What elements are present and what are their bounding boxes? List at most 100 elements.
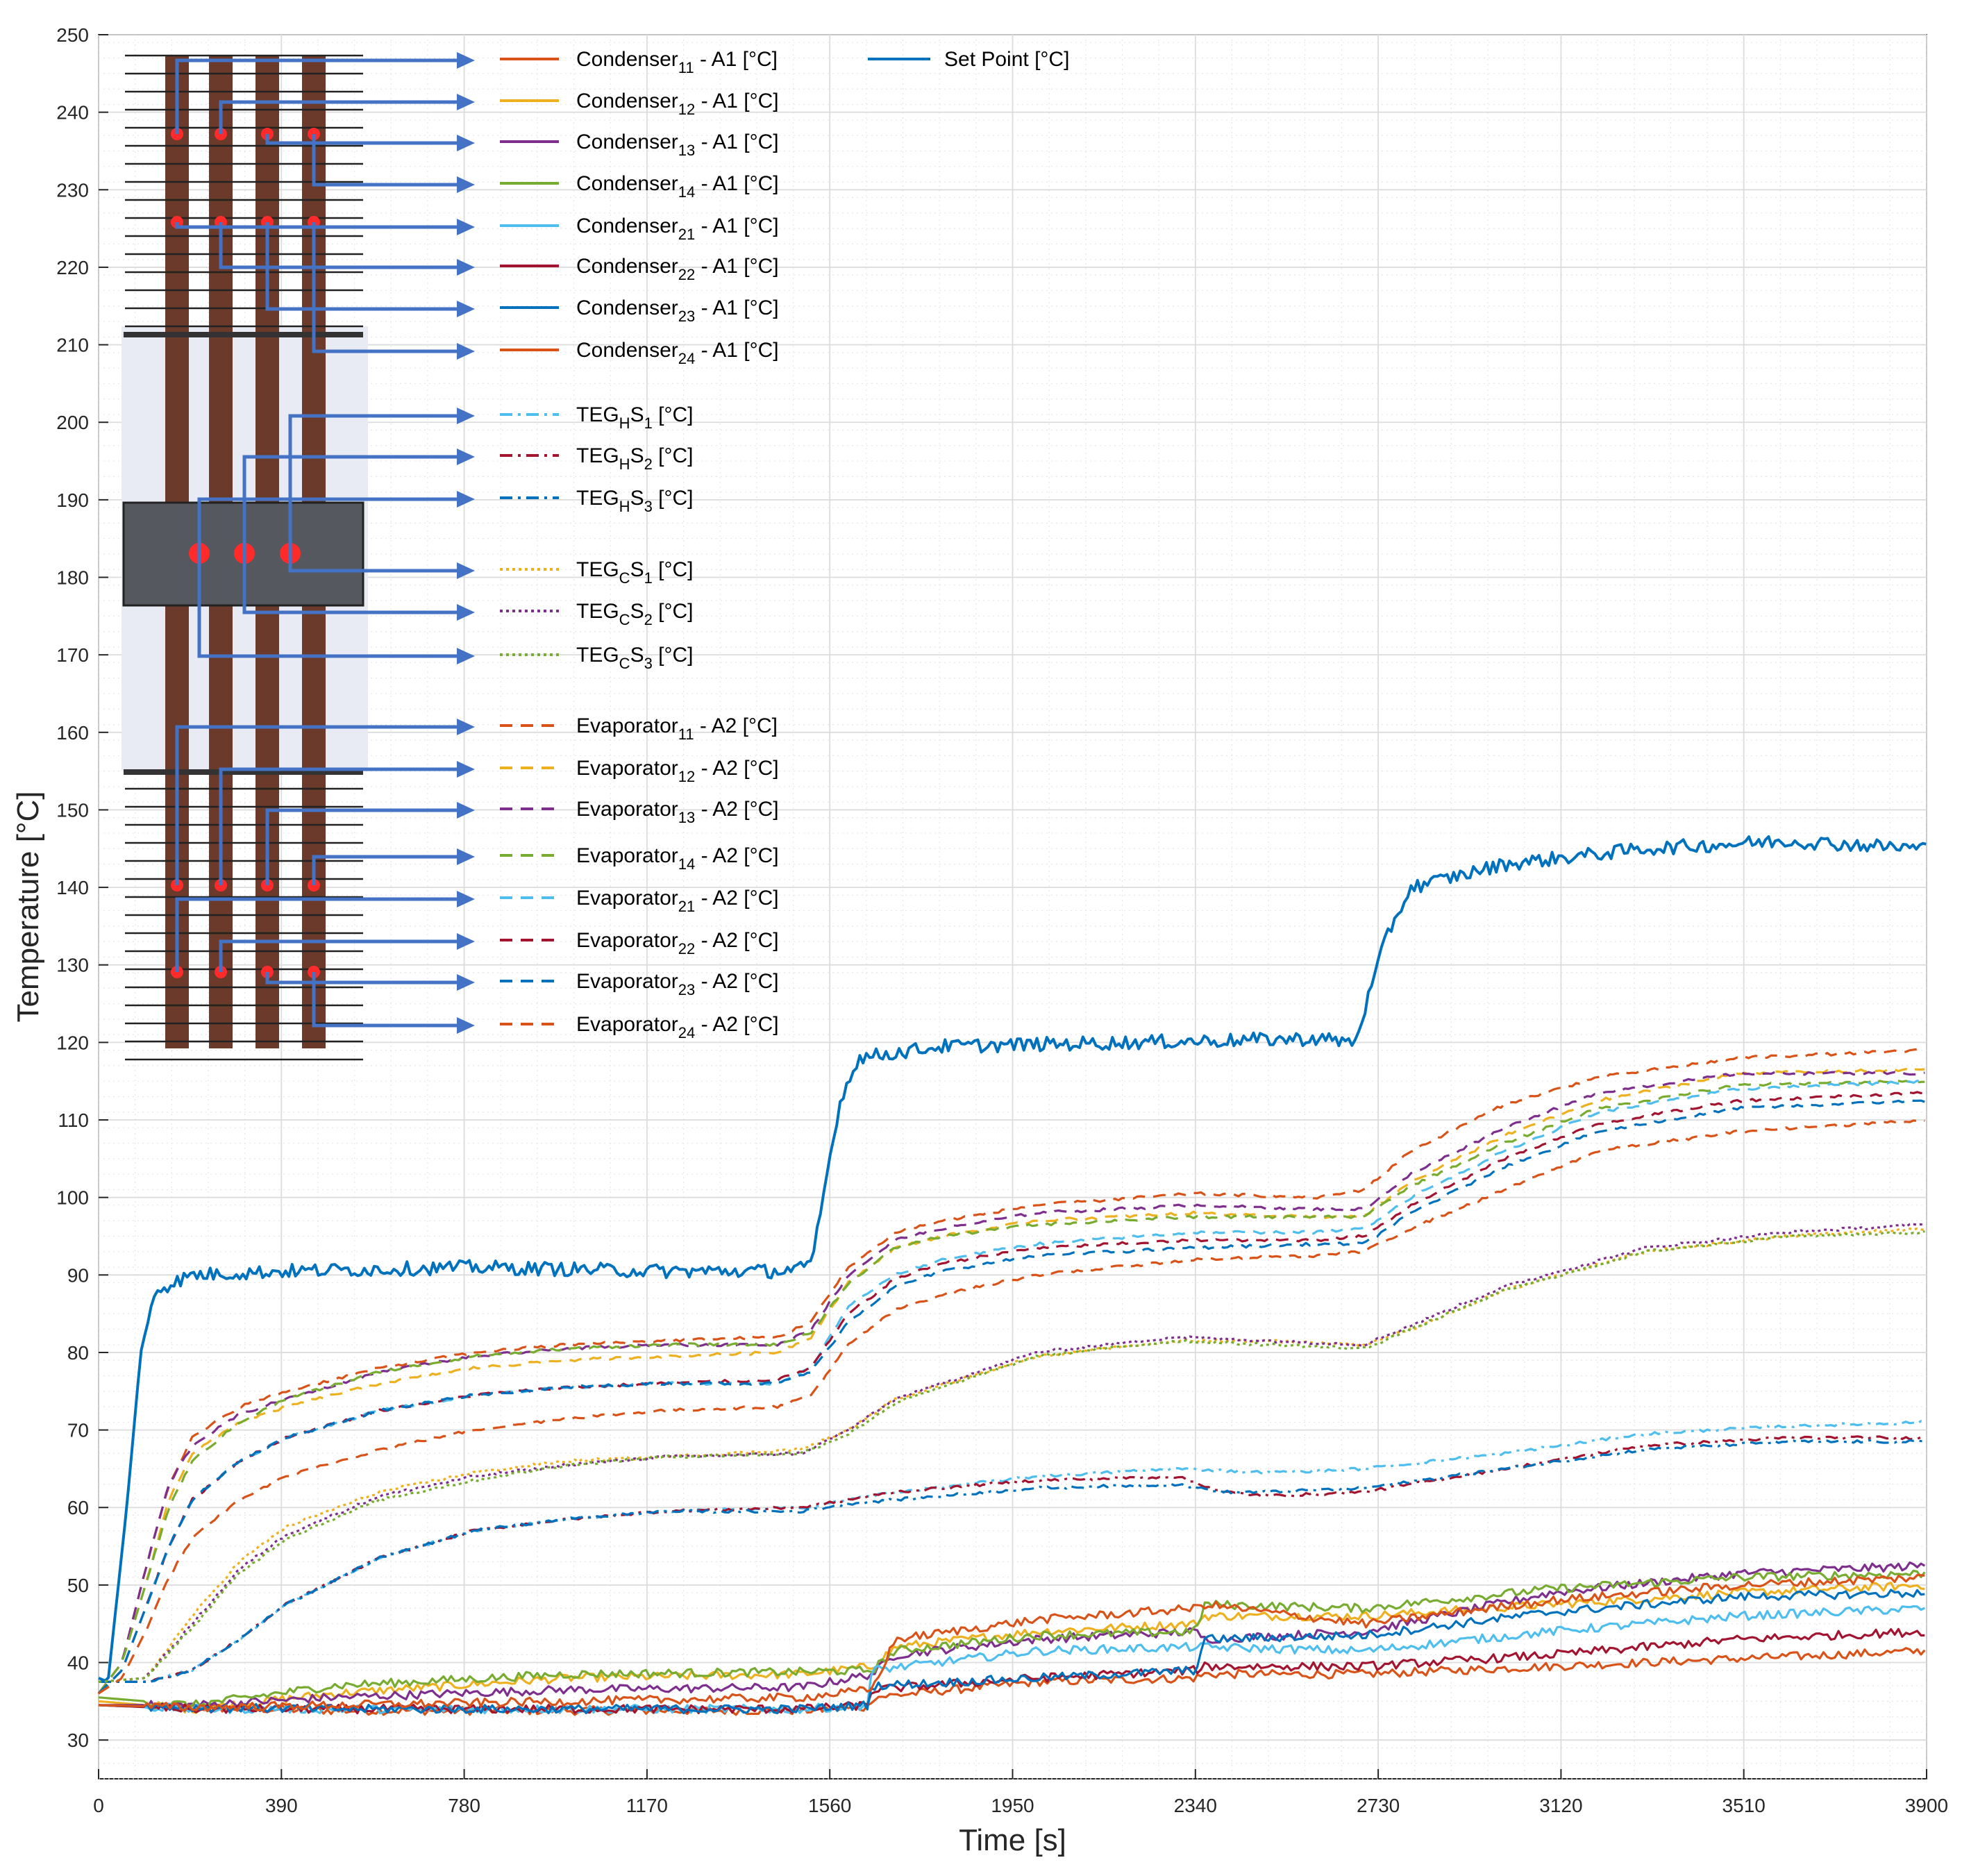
y-tick-label: 240 <box>56 102 89 124</box>
series-line-2 <box>99 1561 1926 1710</box>
x-tick-label: 3510 <box>1722 1795 1766 1816</box>
legend-label: TEGCS1 [°C] <box>576 558 694 587</box>
legend-arrowhead <box>457 219 475 235</box>
series-line-7 <box>98 1574 1925 1713</box>
legend-arrowhead <box>457 259 475 276</box>
legend-arrowhead <box>457 301 475 317</box>
series-line-15 <box>97 1048 1925 1695</box>
legend-arrow <box>219 767 458 885</box>
legend: Condenser11 - A1 [°C] Condenser12 - A1 [°… <box>175 48 1069 1041</box>
y-tick-label: 170 <box>56 644 89 666</box>
legend-label: Evaporator21 - A2 [°C] <box>576 887 779 915</box>
y-tick-label: 210 <box>56 335 89 356</box>
series-line-14 <box>98 1230 1925 1683</box>
series-line-3 <box>98 1569 1926 1709</box>
series-line-13 <box>98 1223 1925 1683</box>
y-tick-label: 250 <box>56 24 89 46</box>
x-tick-label: 3120 <box>1539 1795 1582 1816</box>
y-tick-label: 90 <box>67 1264 89 1286</box>
y-tick-label: 60 <box>67 1497 89 1518</box>
legend-arrow <box>175 897 458 972</box>
y-tick-label: 140 <box>56 877 89 898</box>
legend-arrowhead <box>457 449 475 465</box>
legend-label: Condenser21 - A1 [°C] <box>576 215 779 243</box>
flange-top <box>124 332 363 337</box>
legend-arrowhead <box>457 176 475 193</box>
legend-label: Evaporator12 - A2 [°C] <box>576 757 779 785</box>
x-tick-label: 2340 <box>1174 1795 1217 1816</box>
legend-arrowhead <box>457 491 475 508</box>
x-axis-label: Time [s] <box>959 1823 1066 1857</box>
legend-arrowhead <box>457 761 475 778</box>
x-tick-label: 780 <box>448 1795 480 1816</box>
y-tick-label: 130 <box>56 955 89 976</box>
legend-label: Evaporator23 - A2 [°C] <box>576 970 779 998</box>
legend-arrow <box>265 972 458 985</box>
legend-arrow <box>312 855 458 885</box>
major-grid <box>98 34 1927 1779</box>
legend-arrowhead <box>457 719 475 735</box>
y-tick-label: 200 <box>56 412 89 433</box>
legend-label: Condenser23 - A1 [°C] <box>576 296 779 325</box>
legend-arrowhead <box>457 52 475 69</box>
legend-arrow <box>175 222 458 229</box>
legend-arrowhead <box>457 604 475 621</box>
legend-arrow <box>197 497 458 553</box>
legend-label: Evaporator11 - A2 [°C] <box>576 714 778 743</box>
series-layer <box>97 835 1927 1716</box>
legend-arrowhead <box>457 802 475 819</box>
legend-arrowhead <box>457 891 475 907</box>
y-axis-label: Temperature [°C] <box>11 791 45 1022</box>
x-tick-label: 390 <box>265 1795 298 1816</box>
x-tick-label: 1950 <box>991 1795 1034 1816</box>
legend-arrow <box>175 725 458 885</box>
legend-arrow <box>288 553 458 573</box>
legend-label: Evaporator22 - A2 [°C] <box>576 929 779 957</box>
x-tick-label: 2730 <box>1357 1795 1400 1816</box>
series-line-22 <box>98 1119 1925 1695</box>
legend-arrowhead <box>457 408 475 424</box>
series-line-11 <box>99 1439 1925 1683</box>
series-line-16 <box>97 1068 1925 1695</box>
series-line-21 <box>97 1099 1925 1695</box>
plot-area: Condenser11 - A1 [°C] Condenser12 - A1 [°… <box>56 24 1948 1816</box>
legend-arrowhead <box>457 135 475 151</box>
legend-arrow <box>242 553 458 614</box>
legend-arrow <box>219 222 458 269</box>
legend-arrow <box>219 100 458 134</box>
x-tick-label: 1170 <box>626 1795 668 1816</box>
legend-arrow <box>265 134 458 145</box>
legend-arrow <box>312 972 458 1028</box>
legend-arrowhead <box>457 848 475 865</box>
y-tick-label: 160 <box>56 722 89 744</box>
legend-arrow <box>288 414 458 553</box>
legend-label: Evaporator24 - A2 [°C] <box>576 1013 779 1041</box>
legend-label: Condenser14 - A1 [°C] <box>576 172 779 201</box>
y-tick-label: 190 <box>56 489 89 511</box>
legend-arrow <box>265 808 458 885</box>
axis-ticks: 0 390 780 1170 1560 1950 2340 2730 3120 3510 3900 3… <box>56 24 1948 1816</box>
series-line-17 <box>97 1071 1925 1695</box>
legend-arrowhead <box>457 974 475 991</box>
y-tick-label: 100 <box>56 1187 89 1209</box>
legend-arrowhead <box>457 562 475 579</box>
legend-label: Condenser13 - A1 [°C] <box>576 131 779 159</box>
legend-label: Condenser12 - A1 [°C] <box>576 90 779 118</box>
series-line-8 <box>98 835 1927 1682</box>
x-tick-label: 0 <box>93 1795 104 1816</box>
legend-arrow <box>312 134 458 187</box>
legend-arrowhead <box>457 933 475 950</box>
legend-label-setpoint: Set Point [°C] <box>944 48 1069 71</box>
y-tick-label: 150 <box>56 799 89 821</box>
legend-label: Condenser11 - A1 [°C] <box>576 48 778 76</box>
y-tick-label: 40 <box>67 1652 89 1674</box>
legend-label: TEGCS2 [°C] <box>576 600 694 628</box>
legend-arrowhead <box>457 1017 475 1034</box>
legend-arrow <box>197 553 458 658</box>
legend-label: Condenser24 - A1 [°C] <box>576 339 779 367</box>
legend-arrow <box>175 58 458 134</box>
x-tick-label: 3900 <box>1905 1795 1948 1816</box>
legend-label: Evaporator14 - A2 [°C] <box>576 844 779 873</box>
y-tick-label: 50 <box>67 1575 89 1596</box>
